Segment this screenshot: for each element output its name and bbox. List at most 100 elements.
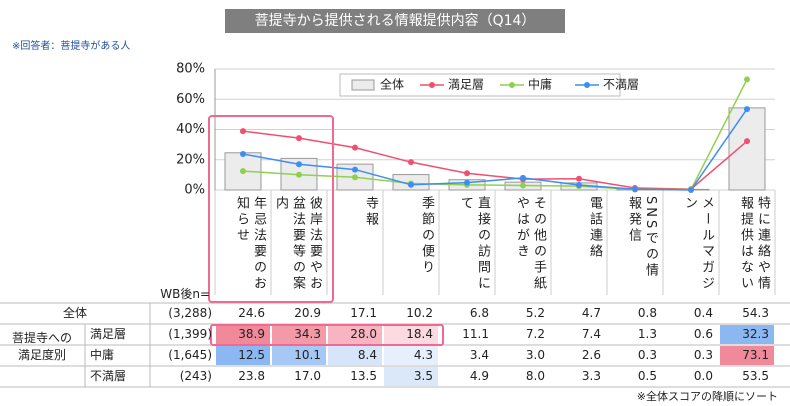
legend-label: 中庸	[528, 77, 552, 92]
footnote: ※全体スコアの降順にソート	[636, 390, 778, 403]
marker	[296, 161, 302, 168]
cell-highlight	[384, 367, 438, 386]
table-cell: 11.1	[462, 327, 489, 341]
table-cell: 12.5	[238, 348, 265, 362]
cell-highlight	[328, 346, 382, 365]
marker	[408, 159, 414, 166]
row-n: (3,288)	[168, 306, 212, 320]
marker	[408, 181, 414, 188]
y-tick-label: 20%	[176, 152, 205, 167]
emphasis-frame	[208, 115, 334, 303]
cell-highlight	[720, 325, 774, 344]
category-label: メールマガジン	[682, 196, 714, 292]
table-cell: 20.9	[294, 306, 321, 320]
table-cell: 3.4	[469, 348, 489, 362]
table-cell: 18.4	[406, 327, 433, 341]
row-label: 満足層	[90, 327, 127, 341]
category-label: SNSでの情報発信	[626, 196, 658, 280]
table-cell: 28.0	[350, 327, 377, 341]
table-cell: 8.4	[357, 348, 377, 362]
table-cell: 0.3	[693, 348, 713, 362]
row-label: 中庸	[90, 348, 115, 362]
table-cell: 0.5	[637, 369, 657, 383]
table-cell: 6.8	[469, 306, 489, 320]
table-cell: 10.1	[294, 348, 321, 362]
category-label: 特に連絡や情報提供はない	[738, 196, 770, 292]
y-tick-label: 80%	[176, 62, 205, 77]
table-cell: 0.3	[637, 348, 657, 362]
legend-swatch	[509, 82, 515, 88]
y-tick-label: 60%	[176, 92, 205, 107]
note: ※回答者：菩提寺がある人	[12, 39, 130, 52]
table-cell: 38.9	[238, 327, 265, 341]
table-cell: 73.1	[742, 348, 769, 362]
category-label: 電話連絡	[587, 196, 602, 260]
category-label: 季節の便り	[419, 196, 434, 276]
cell-highlight	[272, 325, 326, 344]
cell-highlight	[216, 325, 270, 344]
category-label: 寺報	[363, 196, 378, 228]
table-cell: 7.4	[581, 327, 601, 341]
legend-label: 不満層	[603, 78, 639, 92]
marker	[744, 106, 750, 113]
table-cell: 2.6	[581, 348, 601, 362]
table-cell: 7.2	[525, 327, 545, 341]
marker	[576, 175, 582, 182]
title-bar	[225, 9, 565, 33]
marker	[464, 170, 470, 177]
legend-label: 全体	[380, 77, 404, 92]
marker	[520, 182, 526, 189]
table-cell: 0.4	[693, 306, 713, 320]
table-cell: 4.9	[469, 369, 489, 383]
marker	[240, 128, 246, 135]
cell-highlight	[384, 346, 438, 365]
table-cell: 3.5	[413, 369, 433, 383]
series-line	[242, 130, 748, 190]
marker	[688, 187, 694, 193]
legend-label: 満足層	[448, 78, 484, 92]
group-label: 菩提寺への満足度別	[11, 331, 72, 362]
table-cell: 10.2	[406, 306, 433, 320]
category-label: 年忌法要のお知らせ	[234, 196, 266, 292]
cell-highlight	[272, 346, 326, 365]
marker	[576, 182, 582, 189]
row-n: (243)	[179, 369, 212, 383]
row-n: (1,399)	[168, 327, 212, 341]
table-cell: 23.8	[238, 369, 265, 383]
table-cell: 17.1	[350, 306, 377, 320]
marker	[520, 174, 526, 181]
category-label: 彼岸法要やお盆法要等の案内	[273, 196, 322, 292]
row-label: 不満層	[90, 369, 127, 383]
table-cell: 1.3	[637, 327, 657, 341]
marker	[352, 166, 358, 173]
row-label: 全体	[62, 306, 87, 320]
marker	[744, 138, 750, 145]
marker	[352, 144, 358, 151]
table-cell: 3.3	[581, 369, 601, 383]
table-cell: 34.3	[294, 327, 321, 341]
emphasis-frame	[210, 324, 444, 346]
marker	[632, 186, 638, 193]
cell-highlight	[216, 346, 270, 365]
table-cell: 53.5	[742, 369, 769, 383]
legend-box	[339, 73, 621, 97]
bar	[728, 107, 766, 191]
marker	[296, 135, 302, 142]
marker	[240, 168, 246, 175]
n-header: WB後n=	[160, 287, 210, 301]
category-label: 直接の訪問にて	[458, 196, 490, 292]
row-n: (1,645)	[168, 348, 212, 362]
marker	[352, 174, 358, 181]
table-cell: 4.3	[413, 348, 433, 362]
table-cell: 32.3	[742, 327, 769, 341]
legend-swatch	[351, 79, 375, 91]
table-cell: 4.7	[581, 306, 601, 320]
category-label: その他の手紙やはがき	[514, 196, 546, 292]
marker	[744, 76, 750, 83]
table-cell: 54.3	[742, 306, 769, 320]
marker	[296, 171, 302, 178]
series-line	[242, 108, 748, 191]
table-cell: 17.0	[294, 369, 321, 383]
table-cell: 0.0	[693, 369, 713, 383]
